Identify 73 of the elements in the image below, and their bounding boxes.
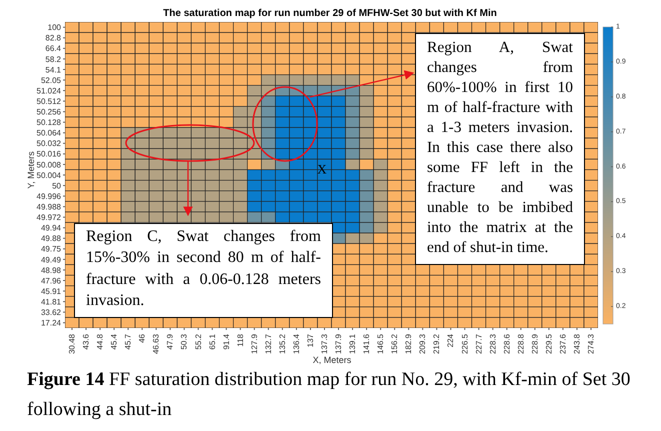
y-tick-label: 49.88 <box>40 234 62 244</box>
y-tick-label: 41.81 <box>40 297 62 306</box>
x-tick-label: 228.6 <box>502 333 512 354</box>
x-tick-label: 146.5 <box>376 333 386 354</box>
y-tick-label: 49.75 <box>40 244 62 254</box>
x-axis-title: X, Meters <box>312 355 352 365</box>
y-tick-label: 51.024 <box>36 86 62 96</box>
x-tick-label: 132.7 <box>264 333 273 354</box>
x-tick-label: 45.7 <box>124 333 133 350</box>
y-tick-label: 17.24 <box>40 318 62 328</box>
y-tick-label: 50.016 <box>36 150 62 159</box>
x-tick-label: 224 <box>446 333 456 348</box>
x-tick-label: 209.3 <box>418 333 428 354</box>
x-tick-label: 228.8 <box>516 333 526 354</box>
y-tick-label: 50 <box>52 181 62 190</box>
x-tick-label: 137.9 <box>334 333 344 354</box>
x-tick-label: 46 <box>138 333 147 343</box>
y-tick-label: 48.98 <box>40 266 62 275</box>
y-tick-label: 50.512 <box>36 96 62 106</box>
x-tick-label: 229.5 <box>544 333 554 354</box>
x-tick-label: 46.63 <box>152 333 161 354</box>
chart-title: The saturation map for run number 29 of MFHW-Set 30 but with Kf Min <box>163 8 497 19</box>
y-tick-label: 33.62 <box>40 308 62 318</box>
y-tick-label: 100 <box>48 23 62 32</box>
x-tick-label: 137 <box>306 333 315 348</box>
x-tick-label: 274.3 <box>586 333 596 354</box>
x-tick-label: 118 <box>236 333 245 347</box>
text-box: Region A, Swat changes from 60%-100% in first 10 m of half-fracture with a 1-3 meters invasion. In this case there also some FF left in the fracture and was unable to be imbibed into the matrix at the end of shut-in time. <box>415 32 585 264</box>
x-tick-label: 47.9 <box>166 333 175 350</box>
y-tick-label: 50.128 <box>36 118 62 128</box>
y-tick-label: 49.988 <box>36 202 62 212</box>
x-tick-label: 228.9 <box>530 333 540 354</box>
x-tick-label: 237.6 <box>558 333 568 354</box>
y-tick-label: 47.96 <box>40 276 62 286</box>
y-tick-label: 66.4 <box>45 44 62 54</box>
y-tick-label: 54.1 <box>45 65 62 74</box>
x-tick-label: 45.4 <box>110 333 119 350</box>
x-tick-label: 43.6 <box>82 333 91 350</box>
x-tick-label: 137.3 <box>320 333 329 354</box>
text-box: Region C, Swat changes from 15%-30% in second 80 m of half-fracture with a 0.06-0.128 meters invasion. <box>74 222 333 318</box>
x-tick-label: 30.48 <box>68 333 77 354</box>
x-tick-label: 91.4 <box>222 333 231 350</box>
y-tick-label: 49.49 <box>40 255 62 264</box>
x-tick-label: 219.2 <box>432 333 442 354</box>
x-tick-label: 182.9 <box>404 333 414 354</box>
x-tick-label: 44.8 <box>96 333 105 350</box>
y-tick-label: 49.996 <box>36 192 62 201</box>
x-tick-label: 156.2 <box>390 333 400 354</box>
x-tick-label: 127.9 <box>250 333 259 354</box>
caption: Figure 14 FF saturation distribution map for run No. 29, with Kf-min of Set 30 following a shut-in <box>27 368 632 422</box>
x-tick-label: 65.1 <box>208 333 217 350</box>
y-tick-label: 58.2 <box>45 54 62 64</box>
x-tick-label: 139.1 <box>348 333 358 354</box>
y-tick-label: 52.05 <box>40 76 62 85</box>
x-tick-label: 226.5 <box>460 333 470 354</box>
y-tick-label: 45.91 <box>40 286 62 296</box>
y-tick-label: 50.256 <box>36 108 62 117</box>
x-tick-label: 135.2 <box>278 333 287 354</box>
x-tick-label: 50.3 <box>180 333 189 350</box>
y-tick-label: 50.064 <box>36 128 62 138</box>
x-tick-label: 227.7 <box>474 333 484 354</box>
x-tick-label: 243.8 <box>572 333 582 354</box>
y-axis-title: Y, Meters <box>26 150 36 189</box>
y-tick-label: 50.032 <box>36 139 62 148</box>
x-tick-label: 228.3 <box>488 333 498 354</box>
x-tick-label: 136.4 <box>292 333 301 354</box>
y-tick-label: 49.94 <box>40 224 62 233</box>
y-tick-label: 49.972 <box>36 213 62 222</box>
y-tick-label: 50.004 <box>36 170 62 180</box>
y-tick-label: 82.8 <box>45 34 62 43</box>
x-tick-label: 141.6 <box>362 333 372 354</box>
x-tick-label: 55.2 <box>194 333 203 350</box>
y-tick-label: 50.008 <box>36 160 62 170</box>
